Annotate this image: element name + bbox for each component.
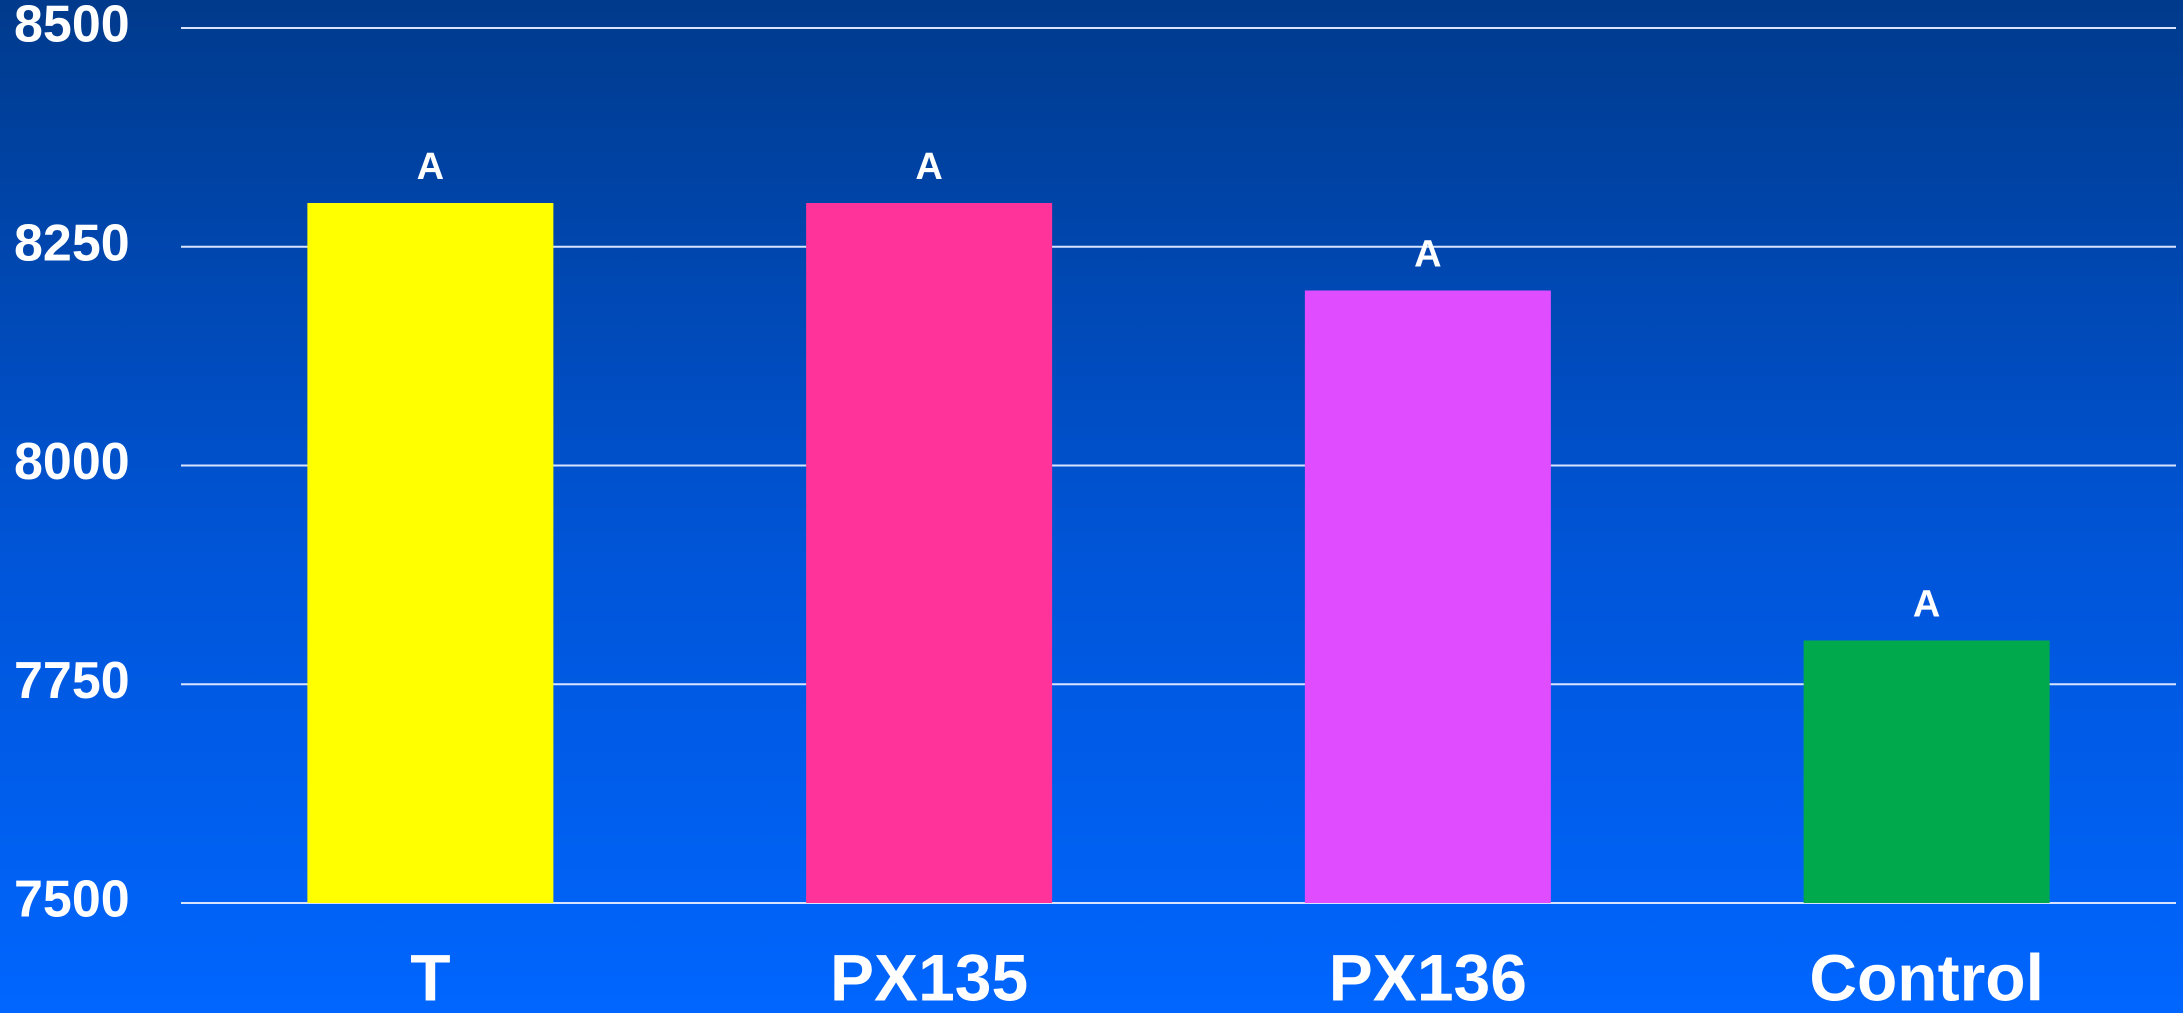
bar — [1803, 640, 2050, 903]
bar — [806, 203, 1053, 903]
y-tick-label: 8500 — [14, 0, 130, 54]
x-tick-label: T — [410, 940, 450, 1013]
bar — [307, 203, 554, 903]
bar-letter: A — [1414, 234, 1441, 276]
y-tick-label: 8250 — [14, 214, 130, 272]
bar-letter: A — [915, 146, 942, 188]
x-tick-label: Control — [1809, 940, 2044, 1013]
y-tick-label: 7500 — [14, 871, 130, 929]
bar-letter: A — [1913, 584, 1940, 626]
x-tick-label: PX136 — [1329, 940, 1527, 1013]
bar — [1304, 290, 1551, 903]
y-tick-label: 7750 — [14, 652, 130, 710]
bar-letter: A — [417, 146, 444, 188]
x-tick-label: PX135 — [830, 940, 1028, 1013]
y-tick-label: 8000 — [14, 433, 130, 491]
